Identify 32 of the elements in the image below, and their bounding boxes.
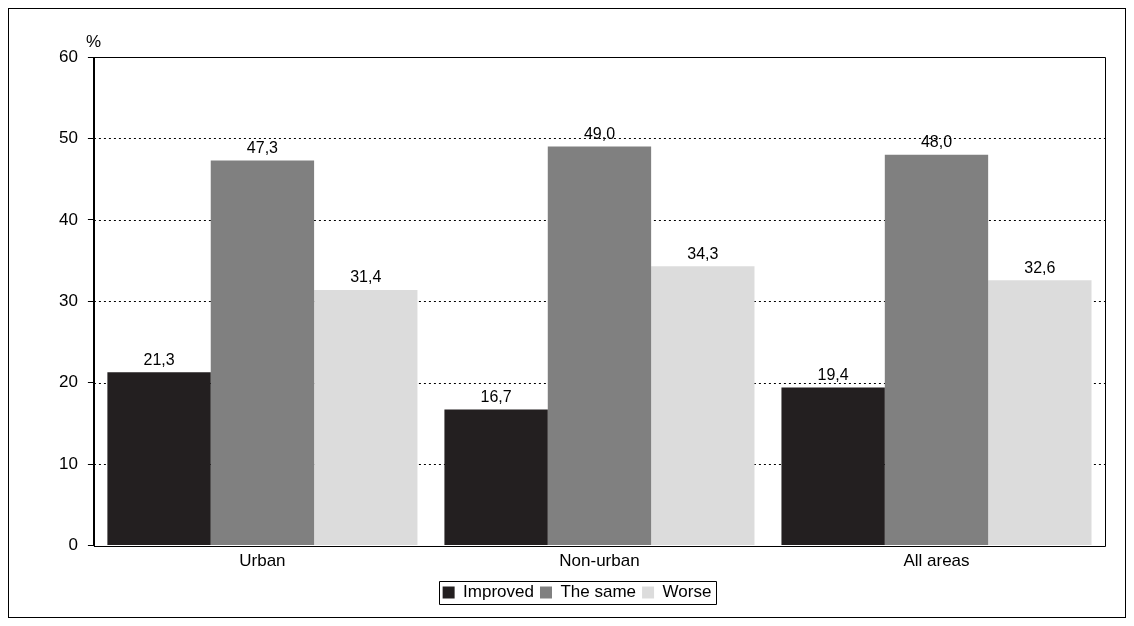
data-label: 31,4 bbox=[350, 268, 382, 286]
bar bbox=[314, 289, 418, 546]
bar bbox=[547, 146, 652, 546]
data-label: 32,6 bbox=[1024, 258, 1056, 276]
y-tick-label: 20 bbox=[58, 372, 78, 392]
y-tick-label: 40 bbox=[58, 209, 78, 229]
y-tick-label: 60 bbox=[58, 46, 78, 66]
x-tick-label: Non-urban bbox=[559, 551, 640, 571]
y-tick-label: 10 bbox=[58, 453, 78, 473]
data-label: 48,0 bbox=[920, 133, 953, 151]
data-label: 16,7 bbox=[480, 388, 512, 406]
bar bbox=[444, 409, 548, 546]
bar bbox=[107, 372, 211, 546]
legend-label: Improved bbox=[463, 582, 534, 602]
y-tick-label: 0 bbox=[68, 535, 78, 555]
bar bbox=[781, 387, 885, 546]
x-tick-label: Urban bbox=[239, 551, 286, 571]
bar bbox=[988, 280, 1092, 546]
y-tick-label: 30 bbox=[58, 290, 78, 310]
data-label: 21,3 bbox=[143, 350, 175, 368]
data-label: 47,3 bbox=[246, 138, 279, 156]
x-tick-label: All areas bbox=[903, 551, 970, 571]
legend-label: The same bbox=[560, 582, 637, 602]
bar bbox=[210, 160, 315, 546]
bar bbox=[884, 154, 989, 546]
data-label: 19,4 bbox=[817, 366, 849, 384]
y-tick-label: 50 bbox=[58, 128, 78, 148]
data-label: 49,0 bbox=[583, 124, 616, 142]
data-label: 34,3 bbox=[687, 244, 719, 262]
y-axis-title: % bbox=[85, 32, 102, 52]
bar bbox=[651, 266, 755, 546]
legend-label: Worse bbox=[662, 582, 712, 602]
